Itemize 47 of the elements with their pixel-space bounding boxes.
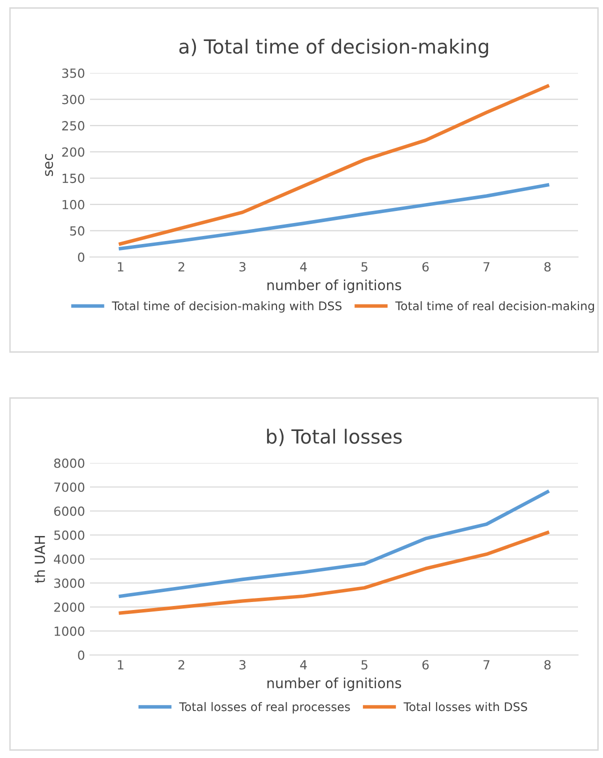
line-series [118,490,550,598]
y-tick-label: 300 [62,94,84,104]
y-tick-label: 0 [78,252,84,262]
line-series [118,84,550,246]
y-tick-label: 250 [62,121,84,130]
chart-title: a) Total time of decision-making [179,38,488,58]
y-tick-label: 7000 [54,482,84,492]
x-tick-label: 6 [422,660,429,670]
y-tick-label: 100 [62,200,84,210]
x-tick-label: 5 [361,262,368,272]
y-tick-label: 200 [62,147,84,157]
x-tick-label: 7 [484,660,490,670]
x-axis-title: number of ignitions [267,280,402,293]
x-tick-label: 4 [300,262,307,272]
y-tick-label: 50 [70,226,84,236]
x-tick-label: 8 [544,262,551,272]
y-tick-label: 6000 [54,506,84,516]
legend-label: Total losses of real processes [179,702,350,714]
chart-title: b) Total losses [267,428,402,446]
y-tick-label: 350 [62,68,84,78]
y-tick-label: 3000 [54,578,84,588]
legend-label: Total time of real decision-making [395,301,594,313]
y-tick-label: 2000 [54,602,84,612]
line-series [118,183,550,250]
legend-label: Total losses with DSS [404,702,528,712]
y-axis-title: sec [45,154,54,176]
x-tick-label: 5 [361,660,368,670]
x-tick-label: 7 [484,262,490,272]
y-tick-label: 5000 [54,530,84,540]
legend-label: Total time of decision-making with DSS [112,301,342,313]
x-tick-label: 3 [239,262,246,272]
x-tick-label: 3 [239,660,246,670]
x-axis-title: number of ignitions [267,678,402,691]
x-tick-label: 4 [300,660,307,670]
x-tick-label: 2 [178,262,184,272]
y-tick-label: 4000 [54,554,84,564]
y-tick-label: 150 [62,174,84,184]
x-tick-label: 2 [178,660,184,670]
x-tick-label: 1 [118,262,124,272]
line-series [118,530,550,615]
y-tick-label: 1000 [54,626,84,636]
x-tick-label: 1 [118,660,124,670]
y-axis-title: th UAH [34,536,46,584]
x-tick-label: 6 [422,262,429,272]
x-tick-label: 8 [544,660,551,670]
y-tick-label: 0 [78,650,84,660]
y-tick-label: 8000 [54,458,84,468]
